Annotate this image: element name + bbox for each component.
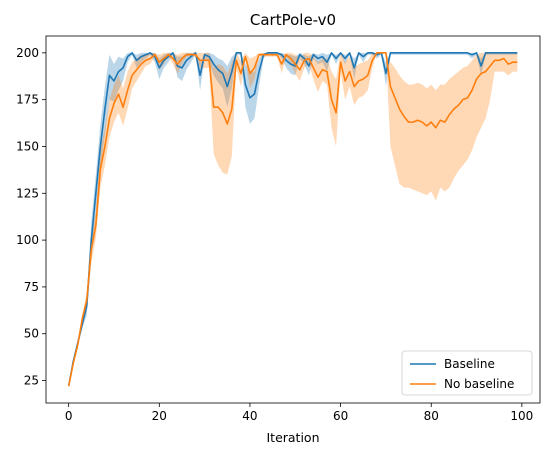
series-band-0 <box>68 52 518 387</box>
series-band-1 <box>68 52 518 387</box>
x-tick-label: 60 <box>333 409 348 423</box>
x-tick-label: 80 <box>424 409 439 423</box>
y-tick-label: 75 <box>24 280 39 294</box>
plot-area: 0 20 40 60 80 100 25 50 75 100 125 150 175 200 Baselin… <box>16 35 541 423</box>
legend-label-0: Baseline <box>444 357 495 371</box>
x-axis-label: Iteration <box>266 430 319 445</box>
legend-label-1: No baseline <box>444 377 514 391</box>
x-tick-label: 20 <box>152 409 167 423</box>
y-tick-label: 125 <box>16 186 39 200</box>
x-tick-label: 0 <box>65 409 73 423</box>
y-tick-label: 200 <box>16 46 39 60</box>
x-tick-label: 100 <box>510 409 533 423</box>
y-tick-label: 100 <box>16 233 39 247</box>
chart-title: CartPole-v0 <box>250 11 336 29</box>
y-tick-label: 50 <box>24 327 39 341</box>
y-tick-label: 150 <box>16 139 39 153</box>
y-tick-label: 175 <box>16 93 39 107</box>
axes-frame <box>45 35 541 404</box>
x-tick-label: 40 <box>242 409 257 423</box>
y-tick-label: 25 <box>24 374 39 388</box>
series-line-0 <box>67 52 518 387</box>
series-line-1 <box>67 52 518 387</box>
